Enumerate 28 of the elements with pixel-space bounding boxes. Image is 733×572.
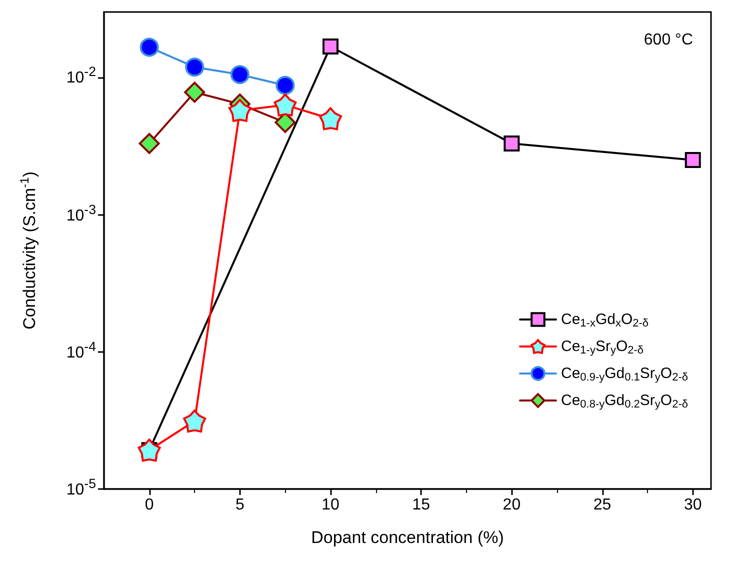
x-tick-label: 30 — [684, 496, 702, 514]
point — [274, 93, 297, 116]
point — [185, 58, 204, 77]
point — [684, 152, 701, 168]
x-tick-label: 10 — [322, 496, 340, 514]
annotation: 600 °C — [644, 32, 693, 48]
x-tick-label: 0 — [144, 496, 154, 514]
point — [318, 107, 342, 130]
x-tick-label: 20 — [502, 496, 521, 514]
point — [504, 136, 520, 152]
point — [140, 38, 159, 57]
point — [322, 38, 338, 55]
point — [184, 82, 206, 103]
x-tick-label: 5 — [235, 496, 244, 514]
point — [228, 98, 252, 122]
x-axis-title: Dopant concentration (%) — [311, 528, 504, 547]
x-tick-label: 15 — [412, 496, 430, 514]
y-tick-label: 10$^{-2}$ — [66, 64, 96, 87]
point — [183, 410, 206, 433]
point — [138, 133, 160, 154]
point — [230, 65, 250, 84]
y-axis-title: Conductivity (S.cm-1) — [18, 171, 39, 330]
y-tick-label: 10$^{-5}$ — [66, 476, 96, 498]
point — [276, 76, 295, 95]
y-tick-label: 10$^{-3}$ — [66, 202, 96, 224]
y-tick-label: 10$^{-4}$ — [66, 338, 96, 362]
x-tick-label: 25 — [593, 496, 612, 514]
point — [138, 438, 161, 462]
